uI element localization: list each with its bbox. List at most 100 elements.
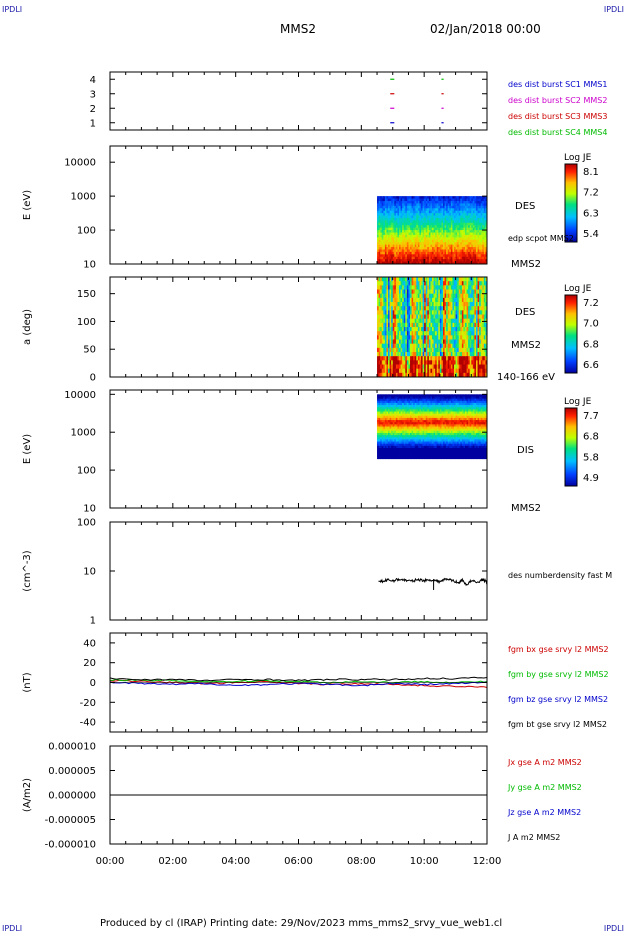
spectrogram-cell (447, 402, 450, 406)
spectrogram-cell (383, 277, 386, 282)
spectrogram-cell (458, 314, 461, 320)
spectrogram-cell (377, 422, 380, 425)
spectrogram-cell (394, 435, 397, 438)
spectrogram-cell (406, 261, 409, 265)
spectrogram-cell (460, 251, 463, 255)
spectrogram-cell (410, 261, 412, 265)
spectrogram-cell (381, 259, 384, 262)
spectrogram-cell (436, 261, 439, 265)
spectrogram-cell (441, 426, 444, 430)
spectrogram-cell (377, 372, 380, 378)
spectrogram-cell (377, 277, 380, 282)
spectrogram-cell (433, 251, 436, 255)
spectrogram-cell (417, 443, 420, 447)
spectrogram-cell (402, 200, 405, 204)
spectrogram-cell (483, 261, 486, 265)
spectrogram-cell (377, 244, 380, 248)
spectrogram-cell (417, 249, 420, 253)
spectrogram-cell (405, 443, 408, 447)
spectrogram-cell (468, 208, 471, 212)
spectrogram-cell (450, 314, 453, 320)
spectrogram-cell (457, 222, 460, 226)
spectrogram-cell (392, 306, 395, 311)
spectrogram-cell (416, 454, 419, 457)
spectrogram-cell (416, 450, 419, 453)
spectrogram-cell (425, 302, 428, 307)
spectrogram-cell (408, 347, 411, 353)
spectrogram-cell (446, 314, 449, 320)
spectrogram-cell (424, 259, 427, 262)
spectrogram-cell (472, 256, 475, 260)
spectrogram-cell (397, 261, 400, 265)
spectrogram-cell (450, 335, 453, 340)
spectrogram-cell (476, 198, 478, 202)
spectrogram-cell (380, 335, 383, 340)
spectrogram-cell (383, 364, 386, 370)
spectrogram-cell (436, 430, 439, 434)
spectrogram-cell (469, 364, 472, 370)
spectrogram-cell (479, 327, 482, 332)
spectrogram-cell (447, 302, 450, 307)
spectrogram-cell (472, 234, 475, 238)
spectrogram-cell (381, 364, 384, 370)
spectrogram-cell (439, 281, 442, 286)
spectrogram-cell (381, 447, 384, 451)
spectrogram-cell (394, 396, 397, 400)
spectrogram-cell (477, 227, 480, 231)
spectrogram-cell (402, 198, 405, 202)
spectrogram-cell (386, 456, 389, 460)
spectrogram-cell (389, 222, 392, 226)
spectrogram-cell (384, 261, 387, 265)
spectrogram-cell (411, 200, 414, 204)
spectrogram-cell (468, 306, 471, 311)
spectrogram-cell (427, 230, 430, 233)
spectrogram-cell (408, 430, 411, 434)
spectrogram-cell (446, 205, 449, 209)
spectrogram-cell (438, 411, 441, 415)
spectrogram-cell (413, 352, 416, 357)
spectrogram-cell (480, 215, 483, 219)
spectrogram-cell (446, 428, 449, 432)
spectrogram-cell (397, 454, 400, 457)
spectrogram-cell (457, 200, 460, 204)
spectrogram-cell (394, 456, 397, 460)
spectrogram-cell (472, 289, 475, 295)
spectrogram-cell (402, 394, 405, 397)
spectrogram-cell (436, 339, 439, 345)
spectrogram-cell (395, 285, 398, 290)
spectrogram-cell (436, 454, 439, 457)
spectrogram-cell (394, 454, 397, 457)
spectrogram-cell (380, 430, 383, 434)
spectrogram-cell (443, 343, 445, 349)
spectrogram-cell (424, 454, 427, 457)
spectrogram-cell (383, 343, 386, 349)
spectrogram-cell (452, 310, 455, 315)
spectrogram-cell (383, 396, 386, 400)
spectrogram-cell (419, 217, 422, 221)
spectrogram-cell (446, 249, 449, 253)
spectrogram-cell (377, 232, 380, 236)
spectrogram-cell (460, 220, 463, 224)
spectrogram-cell (424, 217, 427, 221)
spectrogram-cell (452, 256, 455, 260)
spectrogram-cell (408, 432, 411, 436)
spectrogram-cell (444, 398, 447, 402)
spectrogram-cell (400, 411, 403, 415)
spectrogram-cell (424, 356, 427, 361)
spectrogram-cell (414, 198, 417, 202)
spectrogram-cell (410, 430, 412, 434)
spectrogram-cell (405, 234, 408, 238)
spectrogram-cell (389, 450, 392, 453)
spectrogram-cell (405, 450, 408, 453)
spectrogram-cell (438, 254, 441, 258)
spectrogram-cell (405, 281, 408, 286)
spectrogram-cell (389, 310, 392, 315)
spectrogram-cell (443, 352, 445, 357)
spectrogram-cell (421, 405, 423, 408)
spectrogram-cell (430, 314, 433, 320)
spectrogram-cell (465, 239, 467, 243)
spectrogram-cell (383, 200, 386, 204)
spectrogram-cell (421, 445, 423, 449)
spectrogram-cell (449, 198, 452, 202)
spacecraft-title: MMS2 (280, 22, 316, 36)
